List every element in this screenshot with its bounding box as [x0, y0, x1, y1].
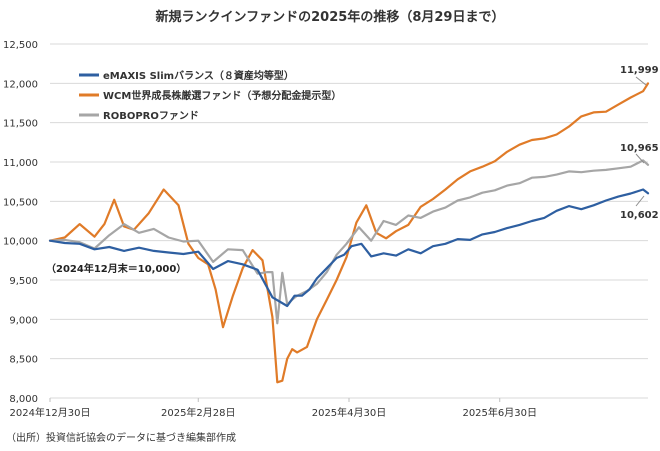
legend-label-emaxis: eMAXIS Slimバランス（８資産均等型）	[103, 69, 294, 82]
series-line-emaxis	[48, 188, 650, 308]
series-line-robopro	[48, 159, 650, 325]
legend-item-emaxis: eMAXIS Slimバランス（８資産均等型）	[79, 69, 294, 82]
x-tick-label: 2025年6月30日	[462, 406, 537, 419]
series-lines	[48, 82, 650, 384]
base-value-note: （2024年12月末＝10,000）	[46, 262, 186, 275]
x-tick-label: 2025年4月30日	[312, 406, 387, 419]
end-label-robopro: 10,965	[620, 143, 659, 154]
callout-leader-wcm	[635, 76, 647, 86]
legend-item-robopro: ROBOPROファンド	[79, 110, 199, 122]
source-note: （出所）投資信託協会のデータに基づき編集部作成	[6, 431, 236, 444]
legend-item-wcm: WCM世界成長株厳選ファンド（予想分配金提示型）	[79, 89, 341, 102]
y-axis-ticks: 8,000 8,500 9,000 9,500 10,000 10,500 11,000 11…	[3, 40, 38, 405]
y-tick-label: 12,500	[3, 40, 38, 51]
x-tick-label: 2024年12月30日	[10, 406, 91, 419]
legend-label-robopro: ROBOPROファンド	[103, 110, 199, 122]
callout-leader-emaxis	[635, 195, 645, 207]
legend: eMAXIS Slimバランス（８資産均等型） WCM世界成長株厳選ファンド（予…	[79, 69, 341, 122]
end-value-callouts: 11,999 10,965 10,602	[620, 65, 659, 221]
series-line-wcm	[48, 82, 650, 384]
end-label-wcm: 11,999	[620, 65, 659, 76]
y-tick-label: 11,000	[3, 158, 38, 169]
y-tick-label: 11,500	[3, 119, 38, 130]
legend-label-wcm: WCM世界成長株厳選ファンド（予想分配金提示型）	[103, 89, 341, 102]
y-tick-label: 9,500	[9, 276, 38, 287]
y-tick-label: 10,500	[3, 197, 38, 208]
x-axis-ticks: 2024年12月30日 2025年2月28日 2025年4月30日 2025年6月30…	[10, 398, 537, 419]
y-tick-label: 8,500	[9, 355, 38, 366]
y-tick-label: 8,000	[9, 394, 38, 405]
y-tick-label: 12,000	[3, 79, 38, 90]
y-tick-label: 10,000	[3, 237, 38, 248]
y-tick-label: 9,000	[9, 315, 38, 326]
end-label-emaxis: 10,602	[620, 210, 659, 221]
callout-leader-robopro	[635, 153, 645, 164]
x-tick-label: 2025年2月28日	[161, 406, 236, 419]
chart-title: 新規ランクインファンドの2025年の推移（8月29日まで）	[156, 9, 505, 25]
